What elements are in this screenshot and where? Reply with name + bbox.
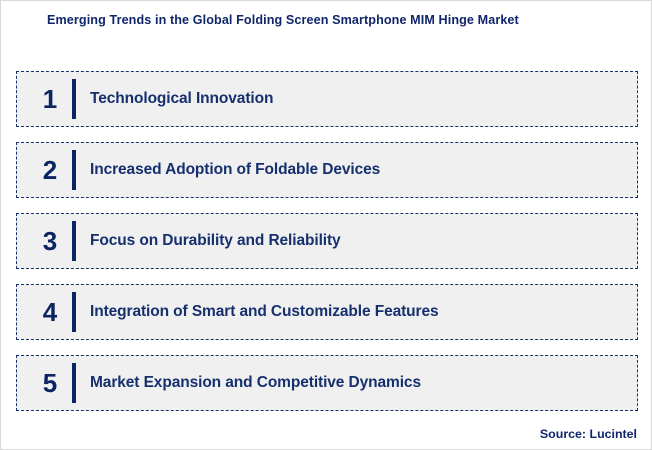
page-title: Emerging Trends in the Global Folding Sc… <box>47 13 519 27</box>
trend-item-4[interactable]: 4 Integration of Smart and Customizable … <box>16 284 638 340</box>
source-attribution: Source: Lucintel <box>539 427 637 441</box>
trend-label: Integration of Smart and Customizable Fe… <box>90 303 439 320</box>
trend-label: Increased Adoption of Foldable Devices <box>90 161 381 178</box>
vertical-bar-divider <box>72 79 76 119</box>
trend-label: Technological Innovation <box>90 90 274 107</box>
vertical-bar-divider <box>72 150 76 190</box>
trend-item-2[interactable]: 2 Increased Adoption of Foldable Devices <box>16 142 638 198</box>
trend-label: Market Expansion and Competitive Dynamic… <box>90 374 421 391</box>
trend-number: 1 <box>42 84 58 114</box>
trend-number: 3 <box>42 226 58 256</box>
trend-list: 1 Technological Innovation 2 Increased A… <box>16 71 638 411</box>
vertical-bar-divider <box>72 292 76 332</box>
trend-item-3[interactable]: 3 Focus on Durability and Reliability <box>16 213 638 269</box>
trend-label: Focus on Durability and Reliability <box>90 232 341 249</box>
vertical-bar-divider <box>72 363 76 403</box>
trend-item-5[interactable]: 5 Market Expansion and Competitive Dynam… <box>16 355 638 411</box>
vertical-bar-divider <box>72 221 76 261</box>
trend-item-1[interactable]: 1 Technological Innovation <box>16 71 638 127</box>
trend-number: 4 <box>42 297 58 327</box>
trend-number: 5 <box>42 368 58 398</box>
trend-number: 2 <box>42 155 58 185</box>
